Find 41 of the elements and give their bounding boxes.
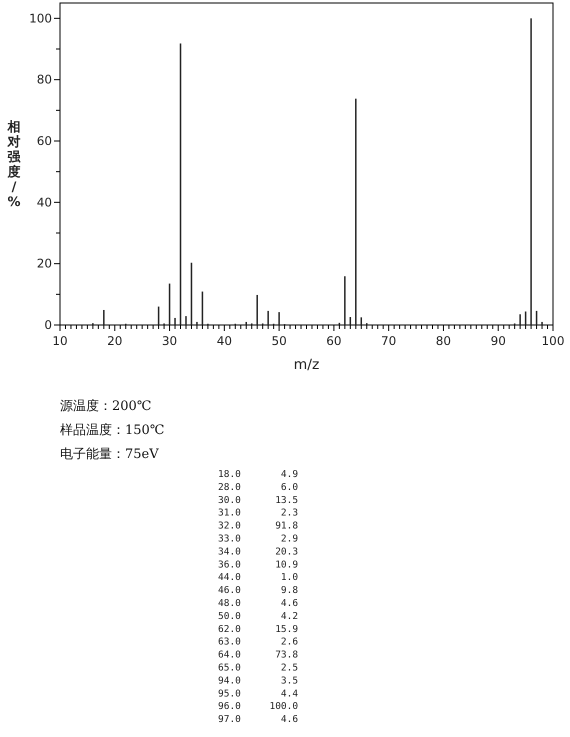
x-tick-label: 50 [271,334,287,348]
text: 源温度：200℃ [60,398,152,414]
text: 48.0 4.6 [218,598,298,609]
x-tick-label: 10 [52,334,68,348]
text: 电子能量：75eV [60,447,160,462]
text: 32.0 91.8 [218,520,298,532]
x-tick-label: 30 [162,334,178,348]
text: 64.0 73.8 [218,650,298,661]
x-axis-title: m/z [294,357,320,373]
text: 94.0 3.5 [218,675,298,686]
text: 36.0 10.9 [218,559,298,570]
text: 50.0 4.2 [218,610,298,622]
text: 65.0 2.5 [218,662,298,674]
x-tick-label: 70 [381,334,396,348]
y-tick-label: 0 [44,318,52,332]
x-tick-label: 100 [542,334,564,348]
text: 30.0 13.5 [218,494,298,506]
y-axis-title: 相对强度/% [6,120,22,210]
text: 18.0 4.9 [218,469,298,480]
text: 46.0 9.8 [218,585,298,596]
x-tick-label: 40 [216,334,232,348]
y-tick-label: 20 [36,256,52,271]
text: 96.0 100.0 [218,701,298,712]
text: 63.0 2.6 [218,636,298,648]
text: 样品温度：150℃ [60,422,164,438]
text: 95.0 4.4 [218,688,298,700]
x-tick-label: 90 [490,334,506,348]
text: 28.0 6.0 [218,482,298,493]
x-tick-label: 20 [107,334,122,348]
text: 44.0 1.0 [218,572,298,584]
x-tick-label: 80 [436,334,452,348]
y-tick-label: 100 [29,11,52,26]
y-tick-label: 40 [36,195,52,210]
text: 31.0 2.3 [218,508,298,519]
text: 62.0 15.9 [218,624,298,635]
text: 33.0 2.9 [218,534,298,544]
y-tick-label: 60 [36,134,52,148]
text: 34.0 20.3 [218,546,298,558]
y-tick-label: 80 [36,72,52,87]
text: 97.0 4.6 [218,714,298,726]
x-tick-label: 60 [326,334,342,348]
